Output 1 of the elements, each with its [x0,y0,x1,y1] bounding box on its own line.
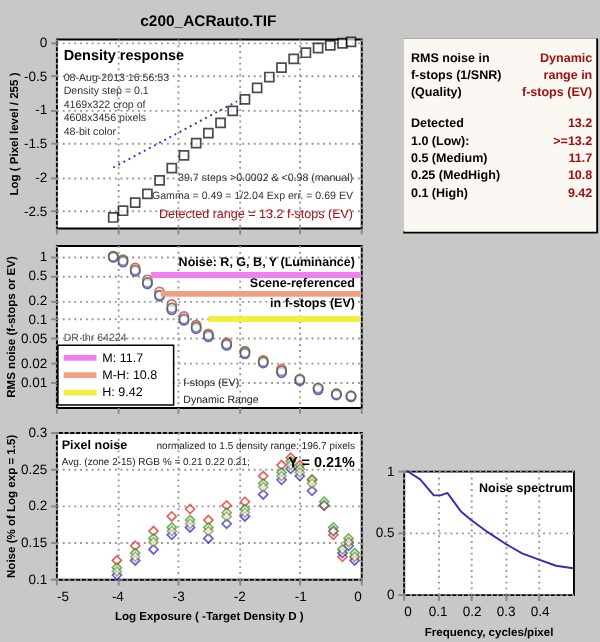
chart-title: c200_ACRauto.TIF [140,12,278,31]
